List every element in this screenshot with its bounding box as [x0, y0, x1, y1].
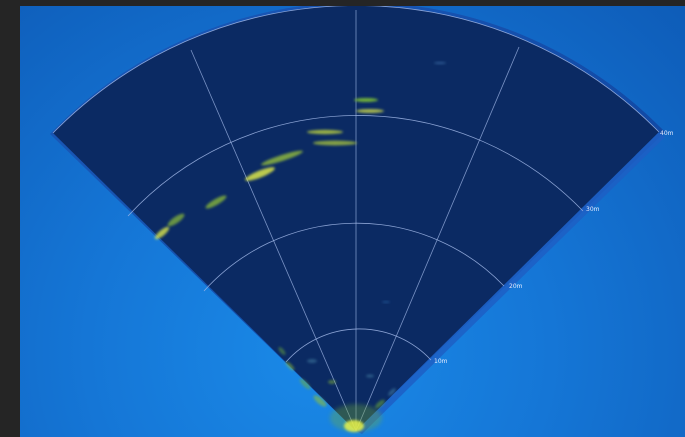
bearing-line-right-outer — [355, 46, 520, 432]
echo-return — [330, 404, 382, 432]
echo-return — [154, 226, 170, 240]
echo-return — [313, 140, 357, 146]
echo-return — [328, 380, 336, 384]
range-label-40m: 40m — [660, 130, 674, 137]
echo-return — [382, 301, 390, 303]
bearing-lines — [190, 10, 520, 432]
echo-return — [356, 109, 384, 113]
range-ring-10m — [285, 328, 432, 363]
echo-return — [285, 361, 295, 371]
echo-return — [278, 346, 286, 356]
echo-return — [344, 420, 364, 432]
sonar-echoes — [154, 61, 446, 432]
echo-return — [205, 195, 227, 209]
beam-edge-band — [356, 132, 665, 434]
echo-return — [354, 98, 378, 102]
echo-return — [375, 399, 385, 409]
echo-return — [307, 129, 343, 135]
range-ring-30m — [127, 115, 584, 217]
echo-return — [261, 150, 303, 166]
range-label-30m: 30m — [586, 206, 600, 213]
range-ring-40m — [52, 6, 660, 134]
sonar-viewport[interactable]: 10m 20m 30m 40m — [20, 6, 685, 437]
range-rings — [52, 6, 660, 363]
echo-return — [167, 213, 185, 227]
sonar-sector-display[interactable]: 10m 20m 30m 40m — [20, 6, 685, 437]
echo-return — [245, 167, 275, 181]
range-labels: 10m 20m 30m 40m — [434, 130, 674, 365]
range-label-20m: 20m — [509, 283, 523, 290]
range-label-10m: 10m — [434, 358, 448, 365]
echo-return — [366, 374, 374, 378]
range-ring-20m — [203, 222, 505, 292]
echo-return — [313, 395, 327, 407]
echo-return — [299, 378, 311, 390]
bearing-line-left-outer — [190, 49, 357, 432]
echo-return — [434, 61, 446, 65]
echo-return — [388, 388, 396, 396]
echo-return — [307, 359, 317, 363]
